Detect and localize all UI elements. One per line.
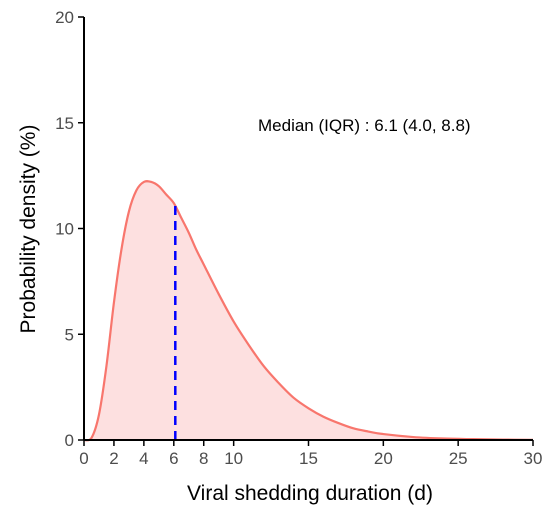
x-tick-label: 25	[449, 449, 468, 468]
x-tick-label: 2	[109, 449, 118, 468]
x-tick-label: 8	[199, 449, 208, 468]
axes: 0 2 4 6 8 10 15 20 25 30 0 5 10 15 20	[55, 8, 542, 468]
density-area	[84, 181, 533, 441]
density-curve	[83, 180, 534, 442]
x-tick-label: 30	[524, 449, 543, 468]
y-tick-label: 10	[55, 220, 74, 239]
x-axis-title: Viral shedding duration (d)	[187, 482, 433, 505]
x-tick-label: 15	[299, 449, 318, 468]
x-tick-label: 4	[139, 449, 148, 468]
x-tick-label: 0	[79, 449, 88, 468]
y-axis-title: Probability density (%)	[17, 125, 40, 334]
x-ticks: 0 2 4 6 8 10 15 20 25 30	[79, 440, 542, 468]
x-tick-label: 6	[169, 449, 178, 468]
y-tick-label: 0	[65, 431, 74, 450]
plot-area	[83, 180, 534, 442]
y-ticks: 0 5 10 15 20	[55, 8, 84, 450]
y-tick-label: 15	[55, 114, 74, 133]
x-tick-label: 20	[374, 449, 393, 468]
y-tick-label: 5	[65, 325, 74, 344]
x-tick-label: 10	[224, 449, 243, 468]
median-annotation: Median (IQR) : 6.1 (4.0, 8.8)	[258, 116, 471, 135]
y-tick-label: 20	[55, 8, 74, 27]
